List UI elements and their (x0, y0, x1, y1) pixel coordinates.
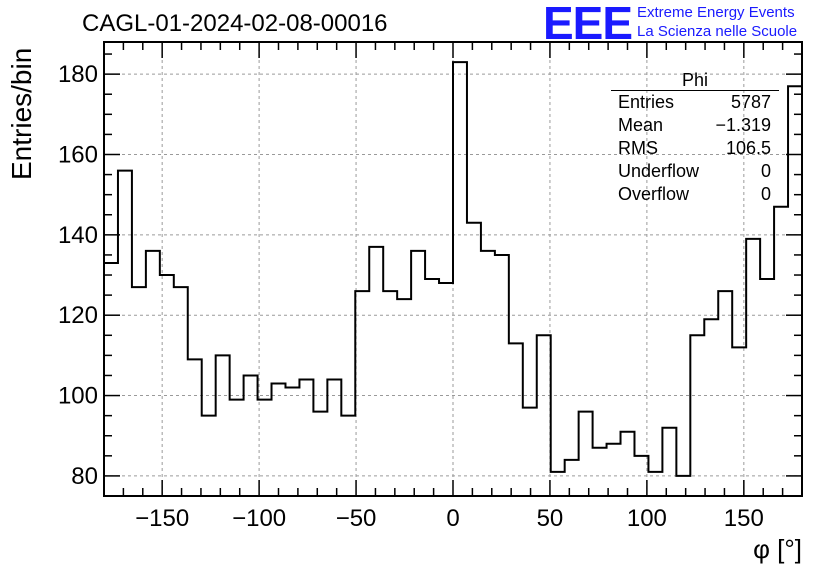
stats-row: RMS 106.5 (611, 137, 779, 160)
stats-label: Mean (618, 115, 664, 135)
axis-ticks (103, 42, 803, 497)
x-tick-label: −50 (336, 505, 377, 532)
stats-value: 5787 (730, 92, 771, 112)
x-tick-label: −100 (232, 505, 286, 532)
x-tick-label: 0 (446, 505, 459, 532)
y-tick-label: 80 (71, 463, 98, 490)
y-tick-label: 180 (58, 61, 98, 88)
y-axis-label: Entries/bin (6, 47, 37, 180)
stats-box: Phi Entries 5787 Mean −1.319 RMS 106.5 Underfl… (611, 70, 779, 206)
x-tick-label: 100 (627, 505, 667, 532)
stats-value: 106.5 (725, 138, 771, 158)
x-tick-label: 50 (537, 505, 564, 532)
x-tick-label: 150 (724, 505, 764, 532)
stats-row: Underflow 0 (611, 160, 779, 183)
eee-logo-mark: EEE (543, 0, 633, 49)
x-axis-label: φ [°] (753, 534, 802, 564)
y-tick-label: 140 (58, 222, 98, 249)
x-tick-label: −150 (135, 505, 189, 532)
chart-title: CAGL-01-2024-02-08-00016 (82, 10, 388, 37)
plot-frame (103, 41, 803, 497)
x-tick-labels: −150 −100 −50 0 50 100 150 (135, 505, 764, 532)
y-tick-label: 100 (58, 383, 98, 410)
y-tick-label: 160 (58, 141, 98, 168)
stats-value: 0 (760, 161, 771, 181)
stats-value: 0 (760, 184, 771, 204)
y-tick-labels: 80 100 120 140 160 180 (58, 61, 98, 490)
y-tick-label: 120 (58, 302, 98, 329)
eee-logo-text: Extreme Energy Events La Scienza nelle S… (637, 3, 797, 41)
stats-row: Entries 5787 (611, 91, 779, 114)
stats-label: Entries (618, 92, 675, 112)
histogram-series (104, 61, 802, 477)
stats-row: Overflow 0 (611, 183, 779, 206)
stats-value: −1.319 (715, 115, 771, 135)
stats-label: Underflow (618, 161, 700, 181)
stats-label: RMS (618, 138, 658, 158)
logo-line-2: La Scienza nelle Scuole (637, 23, 798, 40)
stats-label: Overflow (618, 184, 690, 204)
stats-box-title: Phi (611, 70, 779, 91)
stats-row: Mean −1.319 (611, 114, 779, 137)
logo-line-1: Extreme Energy Events (637, 4, 795, 21)
